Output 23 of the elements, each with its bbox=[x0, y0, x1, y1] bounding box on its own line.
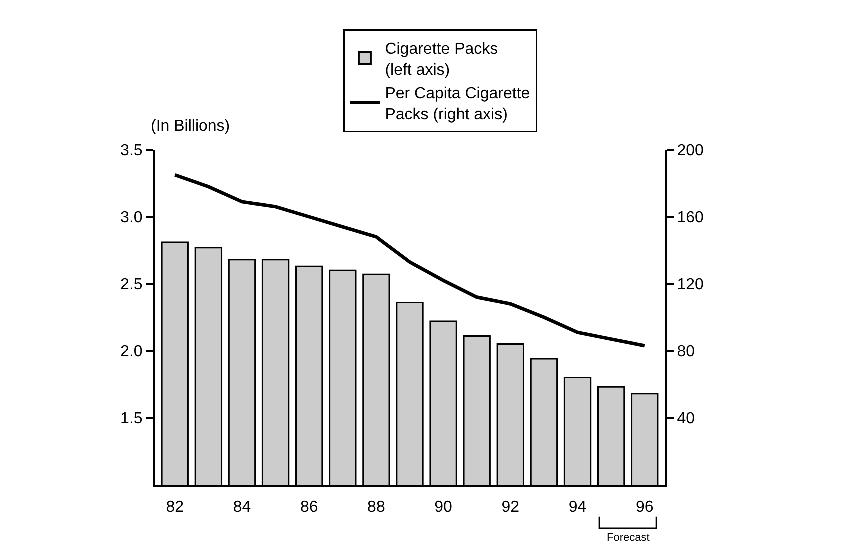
line-series bbox=[173, 173, 647, 348]
x-tick-label: 82 bbox=[166, 499, 184, 516]
y-tick-label: 3.0 bbox=[120, 210, 143, 227]
x-tick-label: 86 bbox=[300, 499, 318, 516]
y-tick-label: 2.5 bbox=[120, 276, 143, 294]
x-tick-label: 94 bbox=[568, 499, 587, 516]
y-tick-label: 1.5 bbox=[120, 410, 143, 428]
y2-tick-label: 40 bbox=[677, 410, 696, 428]
x-tick-label: 96 bbox=[636, 499, 654, 516]
x-tick-label: 88 bbox=[368, 499, 386, 516]
y2-tick-label: 200 bbox=[677, 142, 704, 160]
x-tick-label: 92 bbox=[502, 499, 520, 516]
y-axis-title: (In Billions) bbox=[151, 118, 230, 135]
y2-tick-label: 160 bbox=[677, 210, 704, 227]
y-tick-label: 2.0 bbox=[120, 344, 143, 361]
legend-label: Per Capita Cigarette Packs (right axis) bbox=[385, 86, 530, 124]
x-tick-label: 90 bbox=[434, 499, 453, 516]
y2-tick-label: 80 bbox=[677, 344, 696, 361]
legend-label: Cigarette Packs (left axis) bbox=[385, 41, 498, 79]
x-tick-label: 84 bbox=[233, 499, 252, 516]
y-tick-label: 3.5 bbox=[120, 142, 143, 160]
y2-tick-label: 120 bbox=[677, 276, 704, 294]
text: Forecast bbox=[607, 532, 650, 544]
